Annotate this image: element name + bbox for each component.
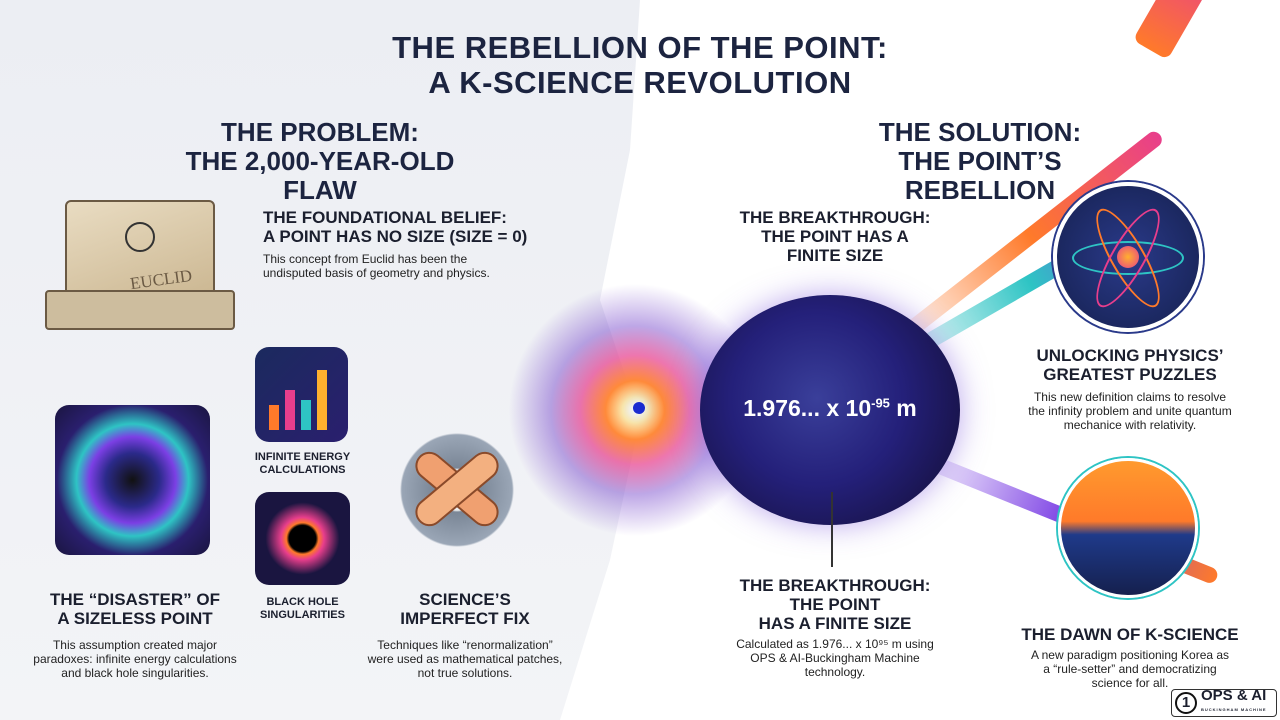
size-exponent: -95: [871, 395, 890, 411]
belief-body-1: This concept from Euclid has been the: [263, 252, 468, 266]
unlocking-title-2: GREATEST PUZZLES: [1043, 365, 1217, 384]
fix-title-2: IMPERFECT FIX: [400, 609, 530, 628]
atom-nucleus: [1117, 246, 1139, 268]
unlocking-title-1: UNLOCKING PHYSICS’: [1036, 346, 1224, 365]
chart-bar-icon: [285, 390, 295, 430]
disaster-body: This assumption created major paradoxes: …: [15, 638, 255, 680]
logo-subtitle: BUCKINGHAM MACHINE: [1201, 707, 1267, 712]
belief-title-2: A POINT HAS NO SIZE (SIZE = 0): [263, 227, 528, 246]
dawn-body-1: A new paradigm positioning Korea as: [1030, 648, 1230, 662]
logo-name: OPS & AI: [1201, 687, 1267, 704]
unlocking-body-2: the infinity problem and unite quantum: [1028, 404, 1232, 418]
euclid-stone-illustration: EUCLID: [45, 200, 235, 340]
title-line-2: A K-SCIENCE REVOLUTION: [428, 65, 852, 100]
fix-section: SCIENCE’S IMPERFECT FIX Techniques like …: [355, 590, 575, 680]
energy-label: INFINITE ENERGY CALCULATIONS: [254, 451, 351, 476]
problem-heading-1: THE PROBLEM:: [221, 117, 419, 147]
disaster-body-2: paradoxes: infinite energy calculations: [33, 652, 237, 666]
logo-number: 1: [1175, 692, 1197, 714]
chart-bar-icon: [317, 370, 327, 430]
finite-point-sphere: [700, 295, 960, 525]
point-circle-icon: [125, 222, 155, 252]
disaster-title-2: A SIZELESS POINT: [57, 609, 213, 628]
breakthrough-section: THE BREAKTHROUGH: THE POINT HAS A FINITE…: [715, 576, 955, 679]
fix-body-1: Techniques like “renormalization”: [377, 638, 553, 652]
breakthrough-title-2: THE POINT: [789, 595, 881, 614]
unlocking-section: UNLOCKING PHYSICS’ GREATEST PUZZLES This…: [1000, 346, 1260, 432]
solution-heading-2: THE POINT’S REBELLION: [898, 146, 1062, 205]
ops-ai-logo: 1 OPS & AI BUCKINGHAM MACHINE: [1171, 687, 1277, 717]
breakthrough-body-1: Calculated as 1.976... x 10⁹⁵ m using: [736, 637, 934, 651]
vortex-illustration: [55, 405, 210, 555]
breakthrough-top-line-2: THE POINT HAS A: [761, 227, 909, 246]
sunrise-icon: [1058, 458, 1198, 598]
pointer-line: [831, 492, 833, 567]
dawn-title: THE DAWN OF K-SCIENCE: [1021, 625, 1239, 644]
dawn-body: A new paradigm positioning Korea as a “ru…: [1000, 648, 1260, 690]
breakthrough-body-3: technology.: [804, 665, 866, 679]
unlocking-body-3: mechanice with relativity.: [1063, 418, 1197, 432]
breakthrough-top-line-1: THE BREAKTHROUGH:: [739, 208, 931, 227]
page-title: THE REBELLION OF THE POINT: A K-SCIENCE R…: [0, 30, 1280, 100]
fix-body-3: not true solutions.: [417, 666, 513, 680]
black-hole-label: BLACK HOLE SINGULARITIES: [260, 596, 345, 621]
dawn-body-2: a “rule-setter” and democratizing: [1043, 662, 1217, 676]
disaster-section: THE “DISASTER” OF A SIZELESS POINT This …: [33, 590, 236, 680]
breakthrough-title-1: THE BREAKTHROUGH:: [739, 576, 931, 595]
problem-heading-2: THE 2,000-YEAR-OLD FLAW: [185, 146, 455, 205]
unlocking-body: This new definition claims to resolve the…: [1000, 390, 1260, 432]
size-mantissa: 1.976... x 10: [743, 395, 872, 421]
title-line-1: THE REBELLION OF THE POINT:: [392, 30, 888, 65]
atom-orbit: [1072, 241, 1184, 275]
belief-body-2: undisputed basis of geometry and physics…: [263, 266, 490, 280]
breakthrough-top-line-3: FINITE SIZE: [786, 246, 884, 265]
breakthrough-top: THE BREAKTHROUGH: THE POINT HAS A FINITE S…: [720, 208, 950, 265]
dawn-section: THE DAWN OF K-SCIENCE A new paradigm pos…: [1000, 625, 1260, 690]
fix-body-2: were used as mathematical patches,: [367, 652, 563, 666]
foundational-belief: THE FOUNDATIONAL BELIEF: A POINT HAS NO …: [263, 208, 593, 280]
point-size-value: 1.976... x 10-95 m: [700, 395, 960, 422]
chart-bar-icon: [301, 400, 311, 430]
disaster-title-1: THE “DISASTER” OF: [49, 590, 220, 609]
solution-heading: THE SOLUTION: THE POINT’S REBELLION: [820, 118, 1140, 205]
point-dot: [633, 402, 645, 414]
solution-heading-1: THE SOLUTION:: [878, 117, 1082, 147]
stone-base: [45, 290, 235, 330]
breakthrough-body-2: OPS & AI-Buckingham Machine: [750, 651, 920, 665]
chart-bar-icon: [269, 405, 279, 430]
unlocking-body-1: This new definition claims to resolve: [1033, 390, 1227, 404]
size-unit: m: [889, 395, 917, 421]
logo-text: OPS & AI BUCKINGHAM MACHINE: [1201, 687, 1267, 717]
dawn-body-3: science for all.: [1091, 676, 1169, 690]
breakthrough-title-3: HAS A FINITE SIZE: [758, 614, 912, 633]
fix-title-1: SCIENCE’S: [419, 590, 511, 609]
black-hole-icon: [255, 492, 350, 585]
breakthrough-body: Calculated as 1.976... x 10⁹⁵ m using OPS…: [715, 637, 955, 679]
fix-body: Techniques like “renormalization” were us…: [355, 638, 575, 680]
disaster-body-1: This assumption created major: [52, 638, 218, 652]
energy-chart-icon: [255, 347, 348, 442]
problem-heading: THE PROBLEM: THE 2,000-YEAR-OLD FLAW: [170, 118, 470, 205]
atom-icon: [1053, 182, 1203, 332]
belief-title-1: THE FOUNDATIONAL BELIEF:: [263, 208, 507, 227]
disaster-body-3: and black hole singularities.: [61, 666, 209, 680]
